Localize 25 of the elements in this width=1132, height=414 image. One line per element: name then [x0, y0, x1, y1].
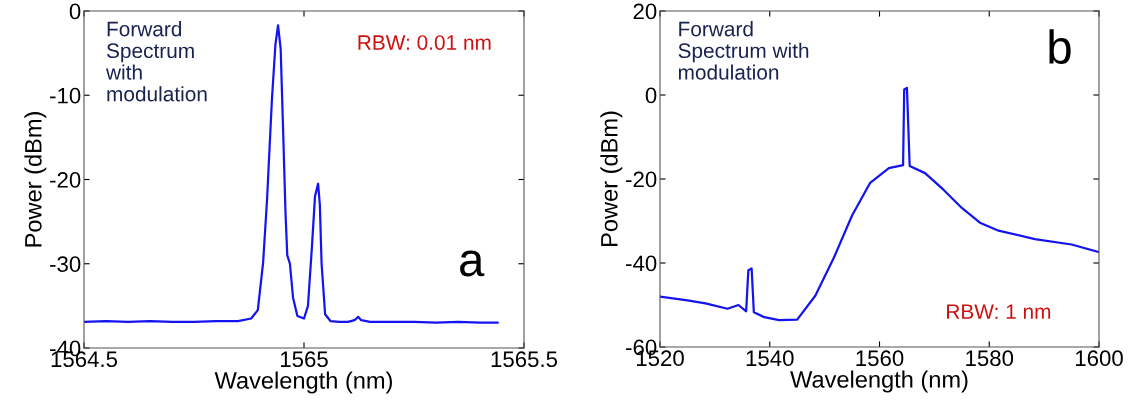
y-tick-label: -40	[626, 255, 657, 272]
annotation: Forward Spectrum with modulation	[678, 21, 809, 80]
annotation: RBW: 0.01 nm	[358, 35, 491, 50]
x-tick-label: 1565.5	[491, 351, 558, 368]
annotation: a	[460, 250, 485, 277]
x-tick-label: 1600	[1075, 350, 1123, 367]
y-axis-title: Power (dBm)	[600, 111, 623, 246]
y-axis-title: Power (dBm)	[24, 112, 47, 247]
y-tick-label: -20	[50, 172, 81, 188]
annotation: Forward Spectrum with modulation	[105, 21, 207, 102]
annotation: b	[1049, 29, 1071, 64]
y-tick-label: -20	[626, 171, 657, 188]
y-tick-label: 20	[633, 3, 657, 20]
x-tick-label: 1580	[966, 350, 1014, 367]
x-tick-label: 1540	[746, 350, 794, 367]
y-tick-label: -30	[50, 256, 81, 273]
line-series	[660, 86, 1099, 322]
annotation: RBW: 1 nm	[947, 304, 1051, 319]
y-tick-label: -10	[50, 87, 81, 104]
y-tick-label: 0	[645, 87, 657, 104]
x-axis-title: Wavelength (nm)	[790, 370, 968, 393]
x-axis-title: Wavelength (nm)	[214, 371, 392, 394]
y-tick-label: 0	[69, 3, 81, 20]
x-tick-label: 1560	[856, 350, 904, 367]
x-tick-label: 1565	[280, 351, 328, 368]
